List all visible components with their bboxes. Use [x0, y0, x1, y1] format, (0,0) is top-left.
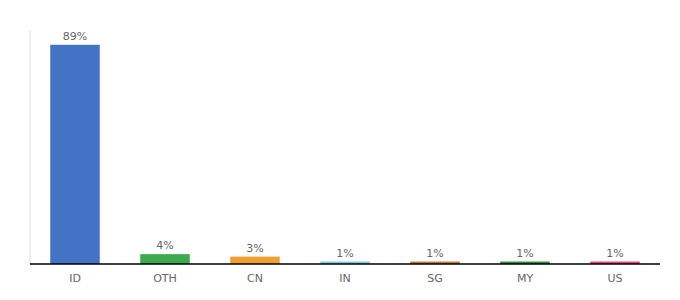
data-label: 1%: [336, 247, 353, 260]
chart: 89% 4% 3% 1% 1% 1% 1% ID OTH CN IN SG MY US: [0, 0, 680, 300]
bar: [230, 257, 280, 264]
chart-container: 89% 4% 3% 1% 1% 1% 1% ID OTH CN IN SG MY US: [0, 0, 680, 300]
bar: [50, 45, 100, 264]
x-tick-label: CN: [247, 272, 263, 285]
data-label: 1%: [426, 247, 443, 260]
x-tick-label: ID: [69, 272, 81, 285]
data-label: 4%: [156, 239, 173, 252]
bar: [140, 254, 190, 264]
data-label: 1%: [516, 247, 533, 260]
x-axis-line: [30, 263, 660, 265]
data-label: 89%: [63, 30, 87, 43]
bars: [50, 45, 640, 264]
data-label: 3%: [246, 242, 263, 255]
data-label: 1%: [606, 247, 623, 260]
x-tick-label: OTH: [153, 272, 177, 285]
x-tick-label: SG: [427, 272, 443, 285]
x-tick-label: MY: [517, 272, 533, 285]
y-range-line: [30, 30, 31, 264]
x-tick-label: IN: [339, 272, 350, 285]
x-tick-label: US: [607, 272, 622, 285]
